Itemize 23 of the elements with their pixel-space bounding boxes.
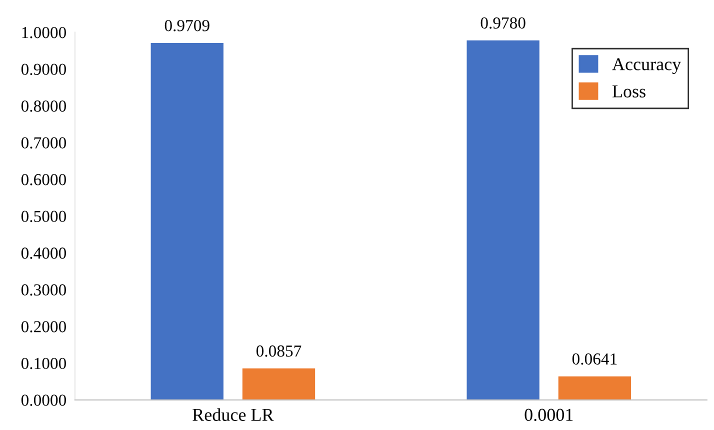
- x-tick-label: Reduce LR: [192, 408, 274, 421]
- y-tick-label: 0.9000: [21, 64, 66, 76]
- y-tick-label: 0.1000: [21, 358, 66, 370]
- bar: [242, 368, 316, 400]
- legend-label: Loss: [612, 85, 646, 98]
- bar: [150, 42, 224, 400]
- y-tick-label: 0.4000: [21, 248, 66, 259]
- y-tick-label: 0.0000: [21, 394, 66, 406]
- data-label: 0.0641: [572, 353, 617, 365]
- bar: [466, 40, 540, 400]
- y-tick-label: 0.6000: [21, 174, 66, 186]
- y-tick-label: 0.7000: [21, 137, 66, 149]
- y-tick-label: 0.5000: [21, 210, 66, 222]
- y-tick-label: 0.2000: [21, 321, 66, 332]
- y-tick-label: 0.3000: [21, 284, 66, 296]
- x-tick-label: 0.0001: [524, 408, 573, 422]
- y-tick-label: 0.8000: [21, 100, 66, 112]
- data-label: 0.9780: [480, 17, 526, 29]
- bar: [558, 376, 632, 400]
- y-tick-label: 1.0000: [22, 26, 66, 38]
- legend-label: Accuracy: [612, 58, 682, 74]
- data-label: 0.0857: [256, 345, 302, 357]
- data-label: 0.9709: [164, 20, 210, 32]
